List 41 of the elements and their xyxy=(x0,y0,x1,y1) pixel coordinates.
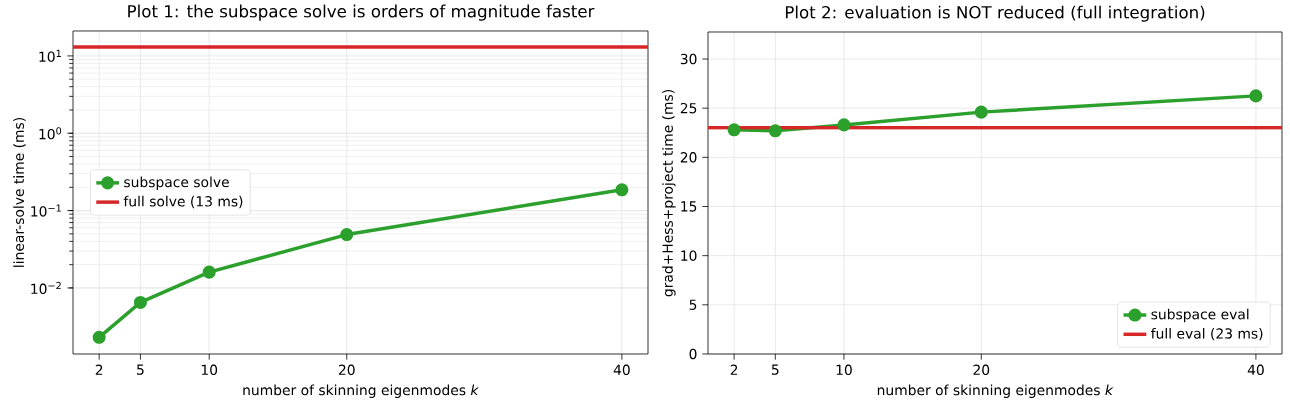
x-tick-label: 20 xyxy=(973,364,990,376)
point xyxy=(974,105,988,119)
x-tick-label: 20 xyxy=(338,364,355,376)
y-axis-title: linear-solve time (ms) xyxy=(13,118,26,267)
point xyxy=(615,183,629,197)
point xyxy=(1249,89,1263,103)
legend-label: full solve (13 ms) xyxy=(123,195,243,209)
x-tick-label: 40 xyxy=(1247,364,1264,376)
y-axis-title: grad+Hess+project time (ms) xyxy=(662,90,676,297)
x-tick-label: 2 xyxy=(730,364,738,375)
x-tick-label: 5 xyxy=(771,364,779,375)
y-tick-label: 25 xyxy=(680,102,697,114)
legend-label: full eval (23 ms) xyxy=(1151,327,1263,341)
y-tick-label: 15 xyxy=(681,201,697,212)
y-tick-label: 20 xyxy=(680,152,697,163)
legend-label: subspace solve xyxy=(124,176,229,190)
y-tick-label: 10$^{−2}$ xyxy=(31,281,61,295)
x-tick-label: 10 xyxy=(201,364,218,376)
y-tick-label: 5 xyxy=(689,299,697,310)
x-tick-label: 40 xyxy=(613,364,630,376)
y-tick-label: 10$^{1}$ xyxy=(39,49,61,62)
point xyxy=(133,295,147,309)
y-tick-label: 30 xyxy=(680,53,697,65)
point xyxy=(768,124,782,138)
x-tick-label: 10 xyxy=(836,364,852,376)
point xyxy=(837,118,851,132)
x-tick-label: 2 xyxy=(95,364,103,375)
point xyxy=(202,265,216,279)
point xyxy=(340,228,354,242)
y-tick-label: 0 xyxy=(689,348,697,360)
y-tick-label: 10$^{0}$ xyxy=(39,127,62,140)
point xyxy=(727,123,741,137)
x-axis-title: number of skinning eigenmodes k xyxy=(877,384,1114,398)
point xyxy=(92,330,106,344)
x-axis-title: number of skinning eigenmodes k xyxy=(243,384,479,398)
chart-title: Plot 2: evaluation is NOT reduced (full integration) xyxy=(785,5,1205,22)
chart-title: Plot 1: the subspace solve is orders of magnitude faster xyxy=(128,4,595,21)
x-tick-label: 5 xyxy=(137,364,144,375)
legend-label: subspace eval xyxy=(1151,308,1249,323)
y-tick-label: 10 xyxy=(681,250,697,261)
y-tick-label: 10$^{−1}$ xyxy=(31,204,61,217)
